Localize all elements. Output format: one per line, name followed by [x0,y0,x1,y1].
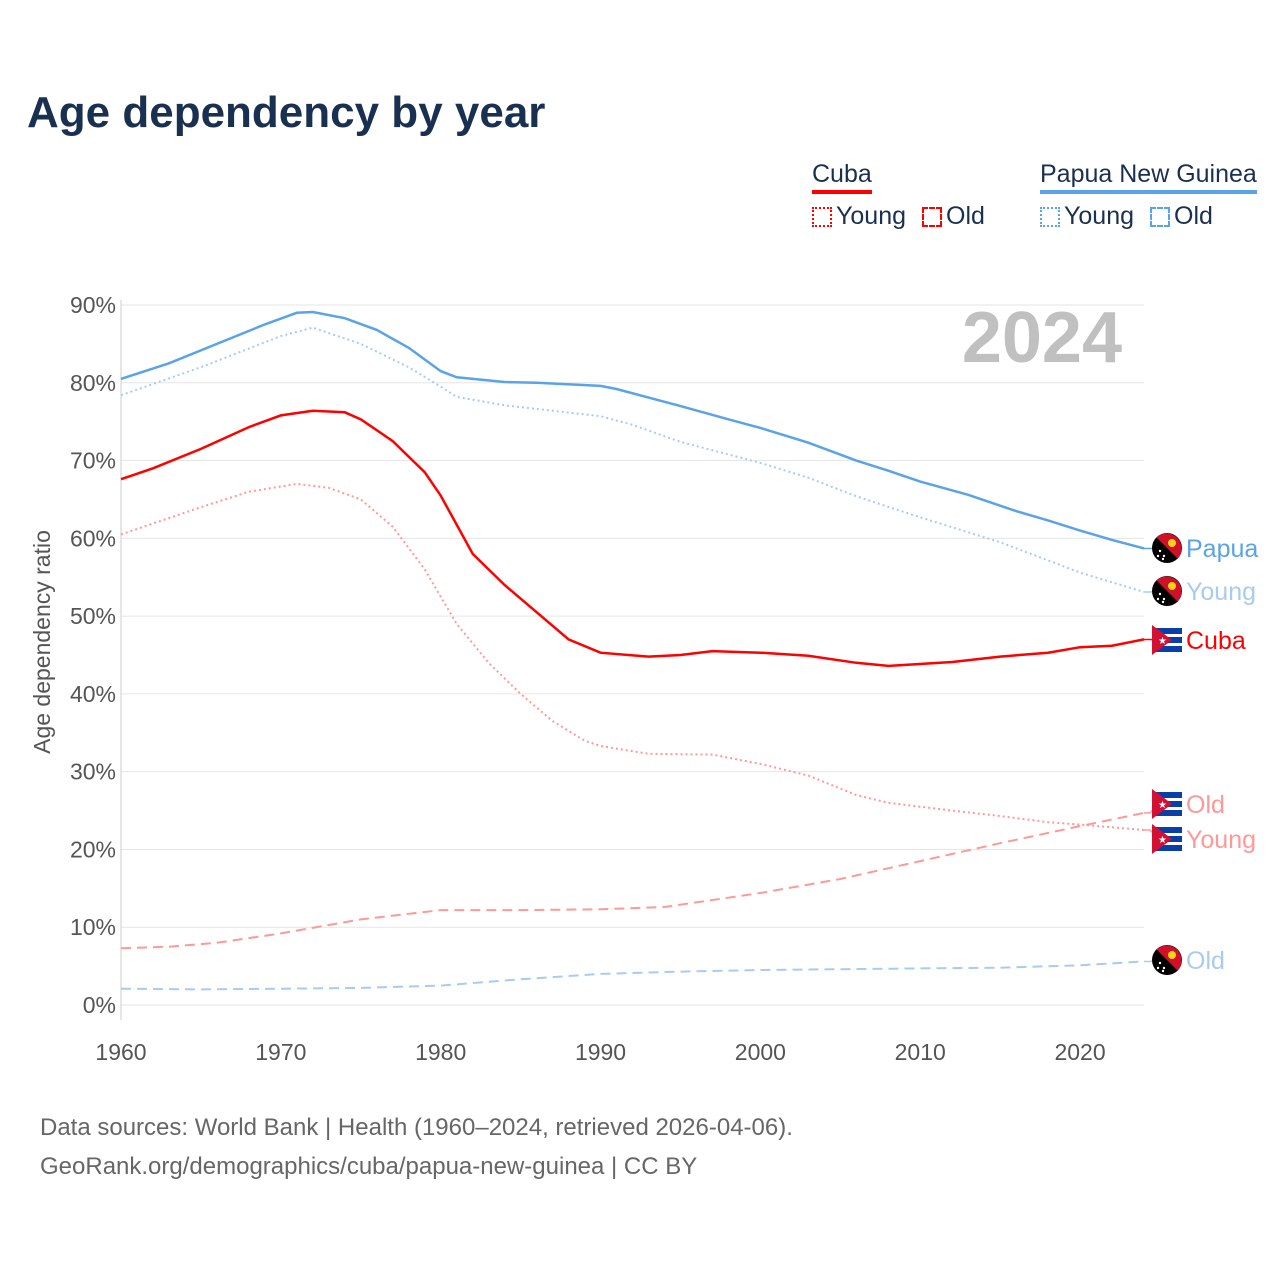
series-line [120,409,1145,668]
end-label: Young [1186,578,1256,606]
png-flag-icon [1152,533,1182,563]
svg-text:★: ★ [1158,835,1167,846]
series-line [120,310,1145,550]
series-line [120,960,1145,991]
x-tick-label: 2010 [895,1039,946,1065]
legend-png-old[interactable]: Old [1150,202,1213,231]
source-note: Data sources: World Bank | Health (1960–… [40,1108,793,1186]
y-tick-label: 70% [70,448,116,474]
end-label: Papua [1186,535,1258,563]
legend-cuba-old[interactable]: Old [922,202,985,231]
svg-text:★: ★ [1158,800,1167,811]
legend-png-title: Papua New Guinea [1040,160,1257,194]
y-tick-label: 40% [70,681,116,707]
x-tick-label: 1990 [575,1039,626,1065]
x-tick-label: 2020 [1054,1039,1105,1065]
dashed-swatch-icon [1150,207,1170,227]
y-tick-label: 80% [70,370,116,396]
legend-cuba-title: Cuba [812,160,872,194]
year-badge: 2024 [962,298,1122,378]
legend-cuba: Cuba Young Old [812,160,985,231]
chart-title: Age dependency by year [27,88,546,137]
y-tick-label: 20% [70,836,116,862]
y-tick-label: 90% [70,292,116,318]
source-line: Data sources: World Bank | Health (1960–… [40,1114,793,1141]
series-line [120,811,1145,950]
png-flag-icon [1152,576,1182,606]
cuba-flag-icon: ★ [1152,789,1182,819]
end-label: Old [1186,947,1225,975]
dotted-swatch-icon [812,207,832,227]
y-tick-label: 60% [70,525,116,551]
y-tick-label: 0% [83,992,116,1018]
end-label: Old [1186,791,1225,819]
y-axis-label: Age dependency ratio [29,530,55,754]
legend-cuba-young[interactable]: Young [812,202,906,231]
dashed-swatch-icon [922,207,942,227]
end-label: Young [1186,826,1256,854]
legend-png: Papua New Guinea Young Old [1040,160,1257,231]
cuba-flag-icon: ★ [1152,625,1182,655]
x-tick-label: 1980 [415,1039,466,1065]
y-tick-label: 50% [70,603,116,629]
cuba-flag-icon: ★ [1152,824,1182,854]
dotted-swatch-icon [1040,207,1060,227]
y-tick-label: 10% [70,914,116,940]
y-tick-label: 30% [70,759,116,785]
x-tick-label: 1960 [95,1039,146,1065]
x-tick-label: 2000 [735,1039,786,1065]
source-link[interactable]: GeoRank.org/demographics/cuba/papua-new-… [40,1153,698,1180]
svg-text:★: ★ [1158,636,1167,647]
legend-png-young[interactable]: Young [1040,202,1134,231]
series-line [120,482,1145,831]
png-flag-icon [1152,945,1182,975]
end-label: Cuba [1186,627,1246,655]
x-tick-label: 1970 [255,1039,306,1065]
